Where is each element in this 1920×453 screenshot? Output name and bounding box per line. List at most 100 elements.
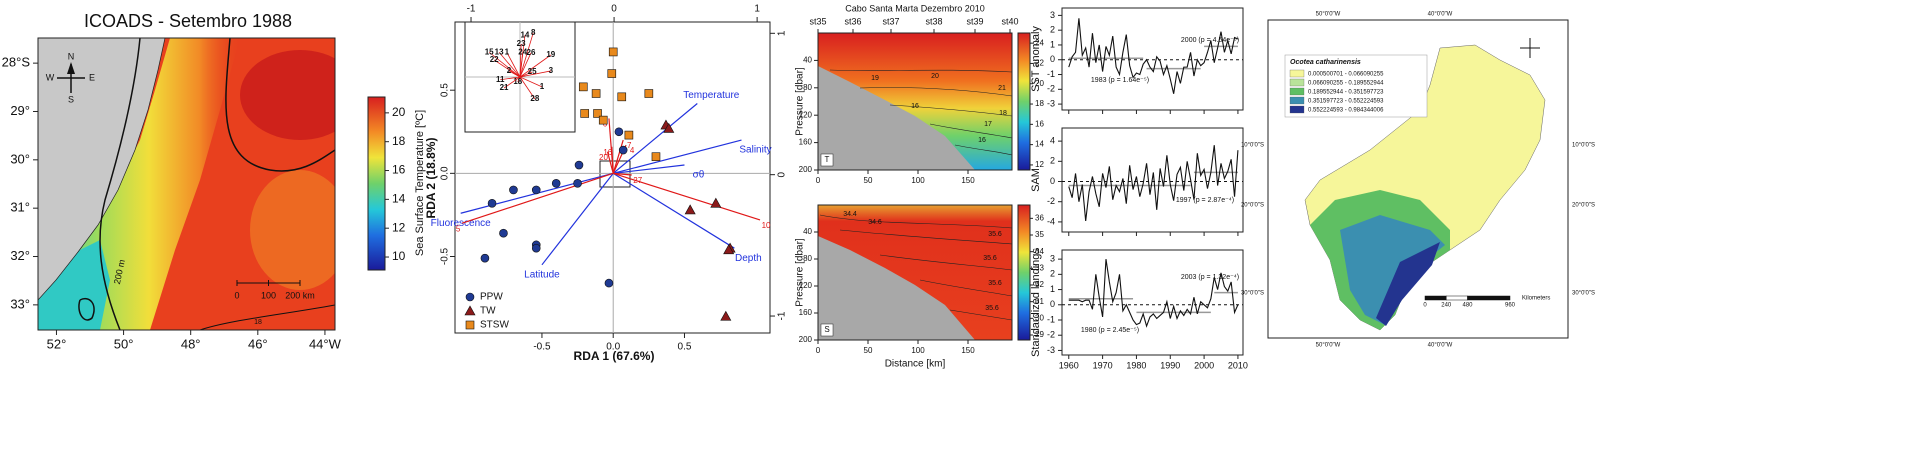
panel-tag: T	[825, 155, 830, 164]
series-line	[1068, 18, 1239, 94]
sst-field	[38, 38, 335, 330]
y2-tick-label: 0	[777, 171, 788, 177]
colorbar-tick-label: 34	[1035, 247, 1044, 256]
y-tick-label: 120	[799, 281, 813, 290]
env-vector	[541, 172, 614, 266]
s-colorbar	[1017, 204, 1031, 341]
colorbar-label: Sea Surface Temperature [ºC]	[414, 110, 426, 256]
species-vector-label: 27	[633, 176, 642, 185]
y-tick-label: 0.5	[440, 83, 451, 97]
x-tick-label: 1990	[1160, 360, 1180, 370]
y-tick-label: 2	[1050, 25, 1055, 35]
contour-label: 35.6	[988, 231, 1002, 238]
colorbar-tick-label: 14	[1035, 140, 1044, 149]
point	[624, 130, 634, 140]
point	[608, 47, 618, 57]
contour-label: 17	[984, 121, 992, 128]
inset-label: 14	[520, 30, 529, 39]
y-tick-label: 30°0'0"S	[1241, 291, 1264, 297]
x-tick-label: 52°	[47, 336, 67, 351]
y-tick-label: 0	[1050, 54, 1055, 64]
colorbar-tick-label: 18	[1035, 99, 1044, 108]
legend-label: TW	[480, 306, 496, 317]
inset-label: 11	[496, 75, 505, 84]
point	[720, 310, 732, 321]
station-label: st39	[966, 16, 983, 26]
compass-letter: N	[68, 51, 75, 61]
colorbar-tick-label: 12	[392, 220, 406, 234]
inset-label: 15	[485, 47, 494, 56]
legend-marker	[465, 292, 475, 302]
legend-label: 0.189552944 - 0.351597723	[1308, 90, 1384, 96]
y-tick-label: -1	[1047, 69, 1055, 79]
section-title: Cabo Santa Marta Dezembro 2010	[845, 3, 985, 13]
species-vector-label: 5	[456, 224, 461, 233]
inset-vector	[519, 52, 524, 78]
species-vector	[461, 172, 614, 224]
colorbar-tick-label: 33	[1035, 263, 1044, 272]
legend-marker	[464, 305, 476, 316]
x-tick-label: 50°	[114, 336, 134, 351]
y-tick-label: -2	[1047, 330, 1055, 340]
inset-vector	[517, 76, 521, 83]
point	[480, 253, 490, 263]
map-title: ICOADS - Setembro 1988	[84, 11, 292, 31]
y-axis-label: SST anomaly	[1030, 26, 1042, 92]
x-tick-label: 1970	[1093, 360, 1113, 370]
scale-label: 240	[1441, 303, 1452, 309]
compass-letter: E	[89, 72, 95, 82]
contours	[829, 69, 1013, 156]
y-tick-label: 160	[799, 308, 813, 317]
y-tick-label: 31°	[10, 200, 30, 215]
colorbar-tick-label: 30	[1035, 313, 1044, 322]
point	[663, 122, 675, 133]
x-tick-label: 50	[864, 346, 873, 355]
north-arrow	[1520, 38, 1540, 58]
panel-frame	[1061, 127, 1244, 233]
x-tick-label: -0.5	[533, 342, 551, 353]
y-tick-label: -4	[1047, 216, 1055, 226]
inset-label: 23	[517, 39, 526, 48]
point	[651, 152, 661, 162]
annotation: 1997 (p = 2.87e⁻⁴)	[1176, 197, 1234, 204]
y-tick-label: 10°0'0"S	[1572, 143, 1595, 149]
legend-title: Ocotea catharinensis	[1290, 59, 1361, 66]
y-tick-label: -3	[1047, 345, 1055, 355]
y-tick-label: 40	[803, 227, 812, 236]
inset-vector	[519, 76, 543, 88]
colorbar-tick-label: 16	[1035, 119, 1044, 128]
scale-label: 200 km	[285, 290, 315, 300]
core-area	[1340, 215, 1445, 325]
panel-frame	[1061, 249, 1244, 356]
point	[591, 89, 601, 98]
env-vector-label: Fluorescence	[431, 218, 491, 229]
y-tick-label: -2	[1047, 84, 1055, 94]
env-vector-label: Depth	[735, 253, 762, 264]
species-vector	[611, 146, 614, 174]
coastal-area	[1376, 242, 1440, 326]
inset-label: 25	[528, 67, 537, 76]
inset-vector	[508, 70, 521, 78]
compass-letter: S	[68, 94, 74, 104]
contour-label: 18	[999, 110, 1007, 117]
inset-label: 21	[500, 83, 509, 92]
point	[499, 228, 508, 238]
colorbar-tick-label: 20	[1035, 79, 1044, 88]
contour-label: 34.4	[843, 211, 857, 218]
scale-label: 480	[1462, 303, 1473, 309]
colorbar-tick-label: 20	[392, 105, 406, 119]
x-tick-label: 150	[961, 176, 975, 185]
y-tick-label: 3	[1050, 254, 1055, 264]
bathymetry	[818, 236, 975, 340]
scale-label: 960	[1505, 303, 1516, 309]
x2-tick-label: 1	[754, 4, 760, 15]
x2-tick-label: 0	[611, 4, 617, 15]
station-label: st35	[809, 16, 826, 26]
series-line	[1068, 145, 1239, 221]
colorbar-tick-label: 22	[1035, 59, 1044, 68]
inset-label: 18	[513, 77, 522, 86]
inset-vector	[488, 51, 521, 78]
inset-label: 24	[518, 47, 527, 56]
y-tick-label: 1	[1050, 39, 1055, 49]
